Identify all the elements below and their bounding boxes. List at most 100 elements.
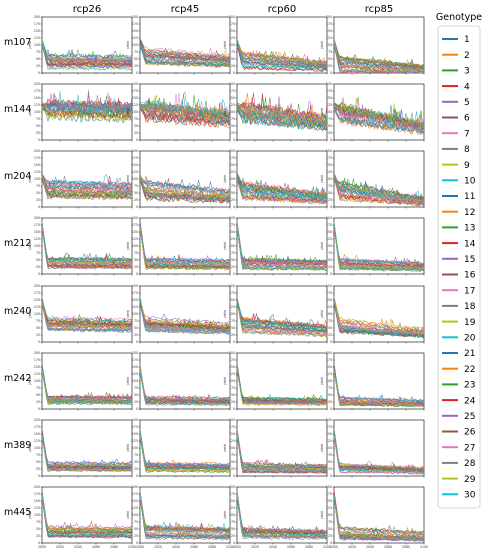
series-line-genotype-5 — [140, 302, 230, 324]
y-tick-label: 25 — [36, 64, 40, 68]
panel-m445-rcp85: 0 25 50 75 100 125 150 175 200 yield 2000 2020 2040 2… — [320, 485, 428, 550]
x-tick-label: 2100 — [420, 545, 428, 549]
x-tick-label: 2040 — [172, 545, 180, 549]
y-tick-label: 25 — [231, 333, 235, 337]
y-tick-label: 175 — [229, 291, 235, 295]
y-tick-label: 200 — [34, 15, 40, 19]
y-tick-label: 0 — [38, 407, 40, 411]
series-line-genotype-29 — [334, 435, 424, 470]
y-tick-label: 50 — [134, 258, 138, 262]
series-line-genotype-29 — [140, 429, 230, 472]
x-tick-label: 2080 — [110, 545, 118, 549]
y-tick-label: 175 — [34, 425, 40, 429]
y-tick-label: 50 — [328, 527, 332, 531]
series-line-genotype-30 — [42, 42, 132, 71]
series-group — [140, 362, 230, 407]
series-line-genotype-30 — [237, 179, 327, 200]
y-tick-label: 150 — [34, 163, 40, 167]
panel-m204-rcp85: 0 25 50 75 100 125 150 175 200 yield — [320, 149, 425, 209]
y-tick-label: 50 — [134, 191, 138, 195]
y-tick-label: 0 — [136, 474, 138, 478]
legend-label-genotype-10: 10 — [464, 177, 476, 187]
legend-label-genotype-23: 23 — [464, 381, 475, 391]
series-line-genotype-30 — [140, 179, 230, 202]
y-tick-label: 100 — [229, 446, 235, 450]
series-line-genotype-24 — [140, 221, 230, 263]
y-tick-label: 150 — [229, 365, 235, 369]
row-title: m445 — [4, 507, 31, 518]
y-tick-label: 150 — [326, 96, 332, 100]
x-tick-label: 2020 — [348, 545, 356, 549]
panel-m240-rcp26: 0 25 50 75 100 125 150 175 200 yield — [28, 284, 133, 344]
y-tick-label: 175 — [229, 223, 235, 227]
series-line-genotype-27 — [334, 368, 424, 405]
legend-frame — [437, 25, 481, 509]
y-tick-label: 150 — [132, 163, 138, 167]
series-line-genotype-29 — [42, 371, 132, 403]
y-tick-label: 200 — [34, 149, 40, 153]
series-line-genotype-27 — [42, 177, 132, 193]
series-line-genotype-17 — [140, 178, 230, 197]
y-tick-label: 200 — [34, 82, 40, 86]
y-tick-label: 25 — [328, 64, 332, 68]
panel-m144-rcp60: 0 25 50 75 100 125 150 175 200 yield — [223, 82, 328, 142]
series-line-genotype-24 — [42, 41, 132, 67]
series-line-genotype-30 — [334, 177, 424, 202]
series-line-genotype-19 — [42, 303, 132, 329]
series-line-genotype-30 — [237, 221, 327, 270]
y-tick-label: 175 — [34, 291, 40, 295]
y-tick-label: 175 — [326, 223, 332, 227]
series-group — [42, 220, 132, 270]
y-tick-label: 175 — [34, 223, 40, 227]
series-line-genotype-29 — [334, 494, 424, 539]
y-tick-label: 25 — [328, 534, 332, 538]
y-tick-label: 125 — [326, 237, 332, 241]
legend-label-genotype-15: 15 — [464, 255, 475, 265]
series-group — [42, 428, 132, 473]
y-axis-label: yield — [126, 511, 130, 519]
series-line-genotype-17 — [140, 105, 230, 125]
y-tick-label: 125 — [326, 103, 332, 107]
legend-label-genotype-29: 29 — [464, 475, 476, 485]
x-tick-label: 2100 — [128, 545, 136, 549]
row-title: m242 — [4, 373, 31, 384]
y-tick-label: 200 — [229, 15, 235, 19]
y-tick-label: 150 — [132, 96, 138, 100]
y-tick-label: 0 — [330, 474, 332, 478]
y-tick-label: 200 — [229, 418, 235, 422]
y-tick-label: 150 — [229, 163, 235, 167]
y-tick-label: 100 — [132, 244, 138, 248]
series-line-genotype-25 — [42, 496, 132, 529]
y-tick-label: 150 — [34, 96, 40, 100]
y-tick-label: 150 — [229, 499, 235, 503]
y-tick-label: 125 — [229, 36, 235, 40]
y-tick-label: 200 — [326, 216, 332, 220]
y-tick-label: 25 — [36, 198, 40, 202]
y-tick-label: 0 — [136, 340, 138, 344]
series-group — [237, 296, 327, 338]
panel-m144-rcp26: 0 25 50 75 100 125 150 175 200 yield — [28, 82, 133, 142]
y-axis-label: yield — [126, 377, 130, 385]
y-tick-label: 0 — [330, 205, 332, 209]
y-tick-label: 175 — [326, 358, 332, 362]
series-line-genotype-25 — [334, 102, 424, 130]
series-line-genotype-21 — [42, 45, 132, 68]
series-line-genotype-25 — [334, 496, 424, 542]
series-line-genotype-29 — [42, 107, 132, 122]
y-tick-label: 75 — [231, 453, 235, 457]
y-tick-label: 50 — [328, 393, 332, 397]
y-tick-label: 50 — [231, 57, 235, 61]
series-line-genotype-23 — [140, 173, 230, 204]
panel-m212-rcp26: 0 25 50 75 100 125 150 175 200 yield — [28, 216, 133, 276]
row-title: m389 — [4, 440, 31, 451]
y-tick-label: 75 — [231, 319, 235, 323]
series-line-genotype-28 — [140, 370, 230, 402]
y-tick-label: 150 — [132, 230, 138, 234]
series-line-genotype-30 — [334, 300, 424, 338]
y-tick-label: 50 — [36, 258, 40, 262]
y-tick-label: 150 — [34, 432, 40, 436]
series-line-genotype-26 — [334, 222, 424, 268]
y-tick-label: 25 — [231, 534, 235, 538]
series-group — [42, 38, 132, 71]
